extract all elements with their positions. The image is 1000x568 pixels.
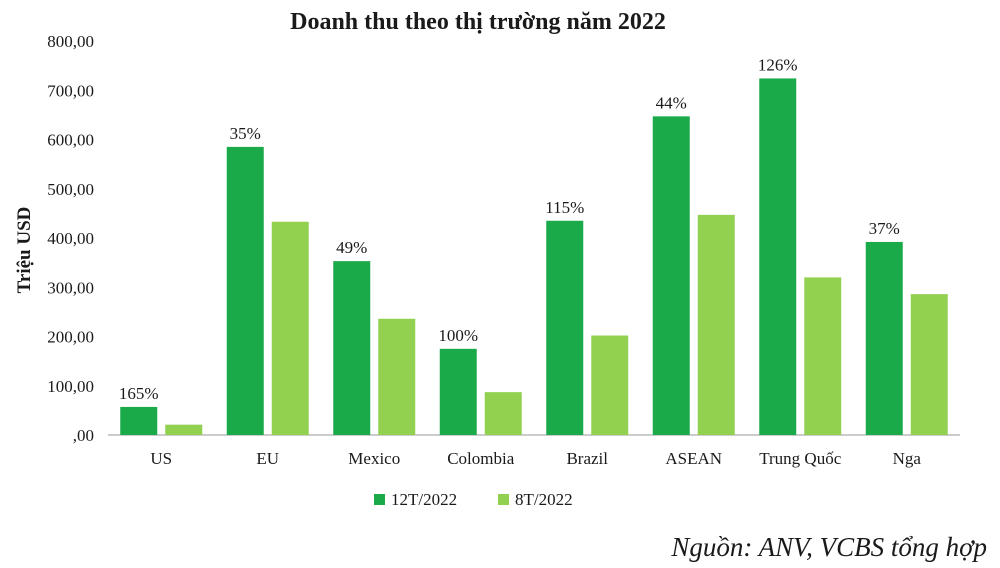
- y-tick-label: ,00: [73, 426, 94, 445]
- legend-label: 12T/2022: [391, 490, 457, 509]
- bar-8t: [378, 318, 416, 435]
- source-note: Nguồn: ANV, VCBS tổng hợp: [670, 532, 987, 562]
- y-tick-label: 200,00: [47, 328, 94, 347]
- x-tick-label: Brazil: [566, 449, 608, 468]
- y-tick-label: 400,00: [47, 229, 94, 248]
- legend-swatch: [374, 494, 385, 505]
- bar-12t: [120, 406, 158, 435]
- chart-title: Doanh thu theo thị trường năm 2022: [290, 9, 666, 35]
- data-label: 35%: [230, 124, 261, 143]
- x-tick-label: Mexico: [348, 449, 400, 468]
- y-axis-label: Triệu USD: [14, 207, 35, 294]
- x-tick-label: EU: [256, 449, 279, 468]
- bar-8t: [697, 214, 735, 435]
- legend-swatch: [498, 494, 509, 505]
- data-label: 115%: [545, 198, 584, 217]
- y-axis-ticks: 800,00 700,00 600,00 500,00 400,00 300,00 200,…: [47, 32, 94, 445]
- bar-8t: [271, 221, 309, 435]
- bar-12t: [546, 220, 584, 435]
- x-tick-label: US: [150, 449, 172, 468]
- data-label: 49%: [336, 238, 367, 257]
- bar-12t: [333, 261, 371, 435]
- bar-12t: [759, 78, 797, 436]
- data-label: 126%: [758, 55, 798, 74]
- x-tick-label: ASEAN: [665, 449, 722, 468]
- y-tick-label: 600,00: [47, 131, 94, 150]
- bar-8t: [484, 392, 522, 435]
- x-tick-label: Trung Quốc: [759, 449, 841, 468]
- bar-12t: [652, 116, 690, 435]
- data-label: 165%: [119, 384, 159, 403]
- bar-12t: [439, 348, 477, 435]
- bar-8t: [165, 424, 203, 435]
- x-tick-label: Nga: [893, 449, 922, 468]
- data-label: 44%: [656, 93, 687, 112]
- data-label: 100%: [438, 326, 478, 345]
- bar-8t: [591, 335, 629, 435]
- y-tick-label: 700,00: [47, 81, 94, 100]
- data-label: 37%: [869, 219, 900, 238]
- data-labels-group: 165% 35% 49% 100% 115% 44% 126% 37%: [119, 55, 900, 402]
- bar-12t: [226, 146, 264, 435]
- bar-8t: [804, 277, 842, 435]
- y-tick-label: 500,00: [47, 180, 94, 199]
- y-tick-label: 100,00: [47, 377, 94, 396]
- bar-12t: [865, 241, 903, 435]
- y-tick-label: 300,00: [47, 278, 94, 297]
- x-axis-ticks: US EU Mexico Colombia Brazil ASEAN Trung Quốc N…: [150, 449, 921, 468]
- x-tick-label: Colombia: [447, 449, 515, 468]
- y-tick-label: 800,00: [47, 32, 94, 51]
- legend-label: 8T/2022: [515, 490, 573, 509]
- bar-8t: [910, 294, 948, 435]
- legend: 12T/2022 8T/2022: [374, 490, 573, 509]
- bars-group: [120, 78, 948, 436]
